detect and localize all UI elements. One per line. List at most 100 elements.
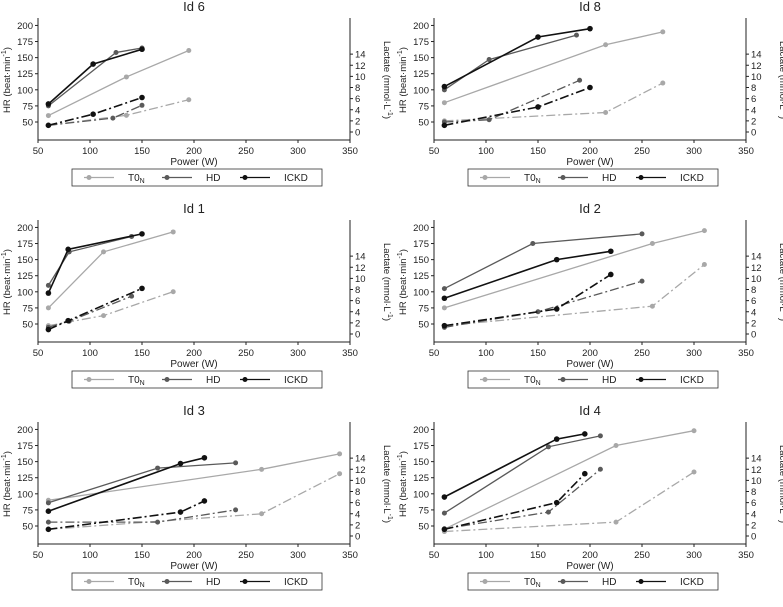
lactate-axis-label-close: ) bbox=[777, 318, 783, 321]
lactate-tick-label: 6 bbox=[355, 498, 360, 509]
hr-tick-label: 125 bbox=[413, 473, 429, 484]
hd-hr-line bbox=[444, 233, 643, 290]
t0-lac-point bbox=[259, 511, 265, 517]
hr-tick-label: 175 bbox=[413, 239, 429, 250]
x-tick-label: 250 bbox=[634, 550, 650, 561]
lactate-tick-label: 4 bbox=[751, 307, 756, 318]
x-tick-label: 300 bbox=[290, 348, 306, 359]
lactate-tick-label: 12 bbox=[751, 465, 762, 476]
lactate-tick-label: 8 bbox=[355, 487, 360, 498]
lactate-tick-label: 0 bbox=[751, 128, 756, 139]
x-tick-label: 100 bbox=[478, 348, 494, 359]
ickd-hr-point bbox=[587, 25, 593, 32]
t0-lac-point bbox=[170, 289, 176, 295]
lactate-tick-label: 0 bbox=[751, 532, 756, 543]
ickd-hr-point bbox=[535, 34, 541, 40]
hd-hr-point bbox=[441, 286, 447, 292]
lactate-tick-label: 12 bbox=[355, 61, 366, 72]
x-tick-label: 150 bbox=[134, 348, 150, 359]
lactate-tick-label: 2 bbox=[355, 318, 360, 329]
hr-tick-label: 175 bbox=[17, 441, 33, 452]
ickd-hr-point bbox=[553, 436, 560, 442]
ickd-hr-point bbox=[45, 508, 52, 514]
t0-hr-point bbox=[701, 228, 707, 234]
hd-hr-point bbox=[486, 57, 492, 63]
ickd-lac-point bbox=[45, 122, 52, 129]
hd-lac-point bbox=[233, 507, 239, 513]
ickd-lac-point bbox=[90, 111, 96, 117]
legend-label-sub: N bbox=[536, 380, 541, 387]
lactate-tick-label: 14 bbox=[355, 454, 366, 465]
hr-axis-label-close: ) bbox=[2, 451, 13, 454]
t0-lac-line bbox=[48, 473, 340, 530]
hd-hr-point bbox=[45, 282, 51, 288]
ickd-lac-point bbox=[582, 470, 588, 477]
hr-tick-label: 50 bbox=[22, 522, 33, 533]
lactate-axis-label: Lactate (mmol·L-1) bbox=[777, 41, 783, 119]
legend-box bbox=[71, 572, 323, 591]
legend-label-hd: HD bbox=[206, 375, 220, 386]
x-tick-label: 250 bbox=[238, 146, 254, 157]
x-axis-label: Power (W) bbox=[170, 359, 217, 370]
ickd-hr-point bbox=[90, 61, 96, 67]
ickd-lac-point bbox=[441, 122, 448, 129]
x-tick-label: 200 bbox=[186, 146, 202, 157]
lactate-tick-label: 14 bbox=[751, 252, 762, 263]
hd-lac-line bbox=[48, 509, 236, 523]
ickd-lac-point bbox=[587, 84, 593, 91]
ickd-lac-point bbox=[65, 317, 71, 324]
ickd-hr-point bbox=[201, 454, 208, 461]
lactate-tick-label: 10 bbox=[751, 476, 762, 487]
ickd-lac-point bbox=[177, 509, 184, 515]
lactate-axis-label-close: ) bbox=[777, 520, 783, 523]
hr-tick-label: 175 bbox=[413, 441, 429, 452]
hd-hr-point bbox=[113, 49, 119, 55]
t0-lac-point bbox=[701, 261, 707, 267]
x-axis-label: Power (W) bbox=[566, 561, 613, 572]
hr-axis-label-close: ) bbox=[398, 47, 409, 50]
legend-box bbox=[71, 370, 323, 389]
x-tick-label: 350 bbox=[342, 550, 358, 561]
lactate-tick-label: 12 bbox=[355, 465, 366, 476]
x-axis-label: Power (W) bbox=[170, 157, 217, 168]
lactate-tick-label: 0 bbox=[751, 330, 756, 341]
t0-hr-point bbox=[603, 42, 609, 48]
lactate-tick-label: 0 bbox=[355, 330, 360, 341]
lactate-axis-label-sup: -1 bbox=[386, 514, 393, 520]
hr-tick-label: 175 bbox=[413, 37, 429, 48]
hr-tick-label: 50 bbox=[418, 522, 429, 533]
lactate-axis-label: Lactate (mmol·L-1) bbox=[381, 243, 393, 321]
legend-swatch-marker-t0 bbox=[482, 175, 488, 180]
hd-lac-line bbox=[444, 79, 580, 123]
x-tick-label: 350 bbox=[738, 550, 754, 561]
legend-swatch-marker-hd bbox=[560, 377, 566, 382]
ickd-hr-point bbox=[139, 46, 145, 53]
hr-tick-label: 200 bbox=[413, 21, 429, 32]
ickd-lac-point bbox=[45, 326, 52, 333]
ickd-hr-point bbox=[553, 256, 560, 263]
lactate-tick-label: 6 bbox=[751, 498, 756, 509]
hd-hr-point bbox=[45, 500, 51, 506]
x-axis-label: Power (W) bbox=[566, 157, 613, 168]
hr-tick-label: 100 bbox=[17, 287, 33, 298]
hr-tick-label: 150 bbox=[413, 53, 429, 64]
ickd-lac-line bbox=[444, 473, 586, 531]
x-tick-label: 100 bbox=[478, 550, 494, 561]
hr-axis-label-sup: -1 bbox=[397, 252, 404, 258]
lactate-tick-label: 4 bbox=[355, 509, 360, 520]
hr-tick-label: 75 bbox=[418, 505, 429, 516]
hr-axis-label: HR (beat·min-1) bbox=[397, 47, 409, 113]
x-tick-label: 250 bbox=[238, 550, 254, 561]
t0-hr-point bbox=[691, 428, 697, 434]
hr-tick-label: 150 bbox=[17, 53, 33, 64]
ickd-hr-point bbox=[45, 101, 52, 107]
hr-tick-label: 100 bbox=[413, 287, 429, 298]
x-tick-label: 50 bbox=[33, 550, 44, 561]
lactate-tick-label: 10 bbox=[355, 274, 366, 285]
lactate-tick-label: 0 bbox=[355, 532, 360, 543]
x-tick-label: 200 bbox=[186, 550, 202, 561]
lactate-tick-label: 12 bbox=[751, 61, 762, 72]
